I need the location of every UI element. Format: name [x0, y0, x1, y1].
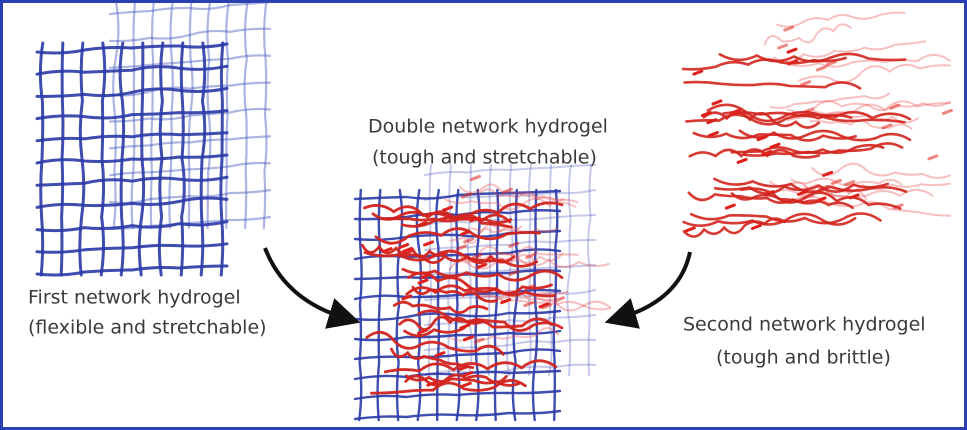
double-network-label: Double network hydrogel: [368, 116, 608, 138]
second-network-sublabel: (tough and brittle): [716, 347, 891, 369]
figure: First network hydrogel (flexible and str…: [0, 0, 967, 430]
double-network-sublabel: (tough and stretchable): [372, 147, 597, 169]
second-network-label: Second network hydrogel: [683, 314, 926, 336]
first-network-sublabel: (flexible and stretchable): [28, 317, 267, 339]
first-network-label: First network hydrogel: [28, 287, 241, 309]
page: First network hydrogel (flexible and str…: [0, 0, 967, 430]
